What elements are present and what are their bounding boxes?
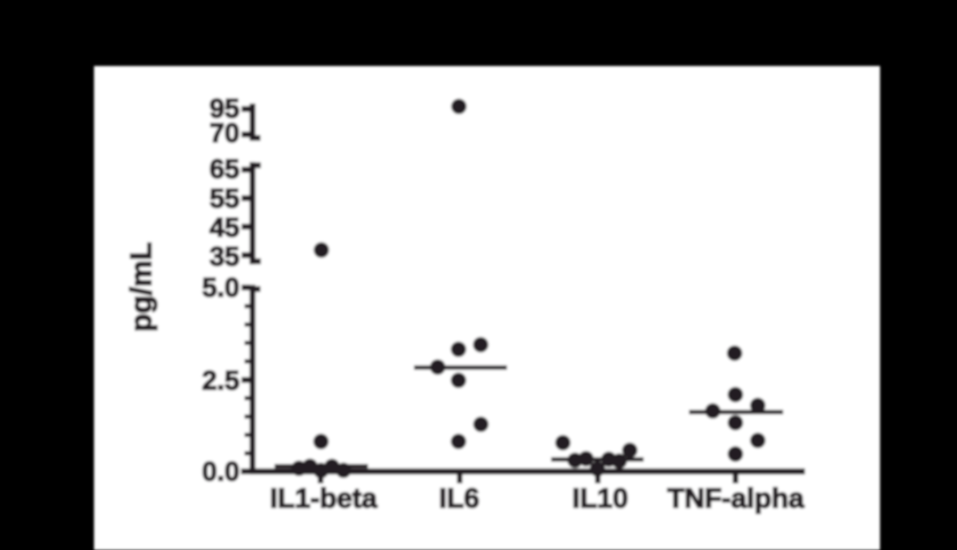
svg-text:35: 35	[209, 242, 239, 272]
svg-text:IL10: IL10	[572, 483, 628, 514]
svg-text:45: 45	[209, 212, 239, 242]
svg-text:65: 65	[209, 154, 239, 184]
svg-text:TNF-alpha: TNF-alpha	[667, 483, 804, 514]
svg-text:0.0: 0.0	[202, 456, 240, 486]
svg-text:5.0: 5.0	[202, 273, 240, 303]
svg-text:pg/mL: pg/mL	[125, 242, 158, 332]
svg-text:55: 55	[209, 183, 239, 213]
svg-text:IL6: IL6	[439, 483, 479, 514]
svg-text:IL1-beta: IL1-beta	[270, 483, 378, 514]
svg-text:70: 70	[209, 118, 239, 148]
svg-text:2.5: 2.5	[202, 366, 240, 396]
svg-text:95: 95	[209, 94, 239, 124]
